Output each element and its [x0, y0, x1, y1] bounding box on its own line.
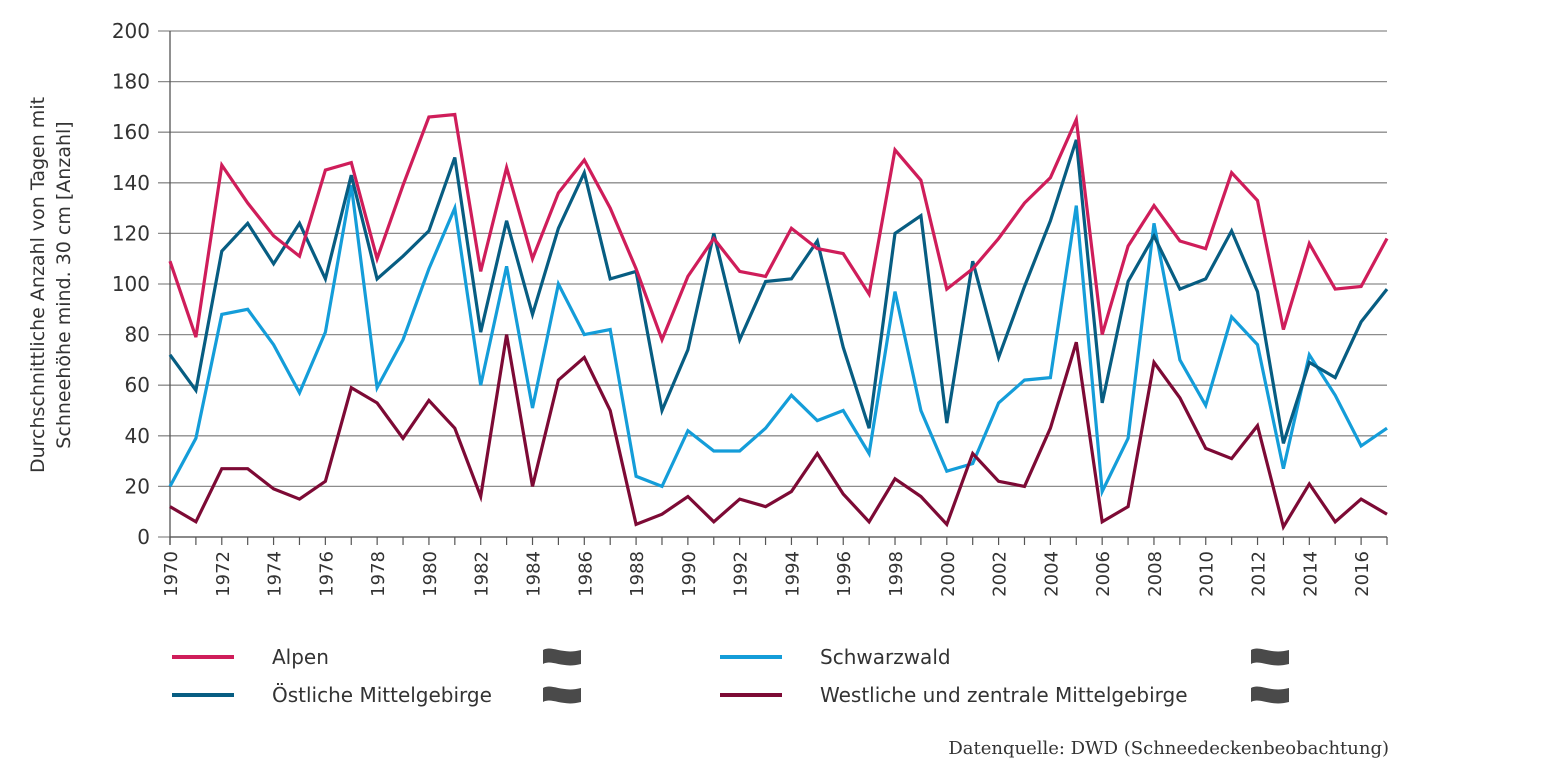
trend-none-icon — [1251, 648, 1289, 666]
x-tick-label: 1986 — [575, 551, 596, 597]
series-lines — [168, 112, 1389, 532]
legend-swatch — [172, 693, 234, 697]
y-tick-label: 20 — [125, 474, 150, 498]
x-tick-label: 1982 — [472, 551, 493, 597]
y-tick-label: 120 — [112, 221, 150, 245]
x-axis: 1970 1972 1974 1976 1978 1980 1982 1984 1986 1988… — [161, 536, 1388, 597]
gridlines — [158, 30, 1387, 545]
y-tick-label: 0 — [137, 525, 150, 549]
legend-label: Östliche Mittelgebirge — [272, 683, 492, 707]
series-line-oestliche-mittelgebirge — [168, 139, 1389, 444]
series-line-schwarzwald — [168, 185, 1388, 498]
x-tick-label: 2004 — [1041, 551, 1062, 597]
x-tick-label: 2002 — [990, 551, 1011, 597]
x-tick-label: 1988 — [627, 551, 648, 597]
trend-none-icon — [543, 648, 581, 666]
y-tick-label: 180 — [112, 70, 150, 94]
y-axis-ticks: 0 20 40 60 80 100 120 140 160 180 200 — [112, 19, 150, 549]
y-tick-label: 40 — [125, 424, 150, 448]
legend-label: Alpen — [272, 645, 329, 669]
y-tick-label: 200 — [112, 19, 150, 43]
x-tick-label: 2014 — [1300, 551, 1321, 597]
y-tick-label: 160 — [112, 120, 150, 144]
x-tick-label: 1976 — [316, 551, 337, 597]
series-line-westliche-und-zentrale-mittelgebirge — [169, 334, 1388, 532]
y-axis-label: Durchschnittliche Anzahl von Tagen mit S… — [27, 97, 75, 473]
trend-none-icon — [543, 686, 581, 704]
legend-label: Schwarzwald — [820, 645, 951, 669]
legend-item-schwarzwald: Schwarzwald — [720, 640, 951, 674]
y-tick-label: 80 — [125, 323, 150, 347]
legend-item-westliche-und-zentrale-mittelgebirge: Westliche und zentrale Mittelgebirge — [720, 678, 1188, 712]
x-tick-label: 2016 — [1352, 551, 1373, 597]
legend-swatch — [720, 655, 782, 659]
x-tick-label: 1998 — [886, 551, 907, 597]
x-tick-label: 1990 — [679, 551, 700, 597]
x-tick-label: 1980 — [420, 551, 441, 597]
y-tick-label: 100 — [112, 272, 150, 296]
x-tick-label: 1994 — [782, 551, 803, 597]
x-tick-label: 1970 — [161, 551, 182, 597]
series-line-alpen — [168, 112, 1389, 345]
trend-none-icon — [1251, 686, 1289, 704]
line-chart: Durchschnittliche Anzahl von Tagen mit S… — [27, 19, 1389, 597]
y-tick-label: 140 — [112, 171, 150, 195]
y-axis-label-line-2: Schneehöhe mind. 30 cm [Anzahl] — [53, 121, 75, 448]
x-tick-label: 2012 — [1249, 551, 1270, 597]
legend-label: Westliche und zentrale Mittelgebirge — [820, 683, 1188, 707]
x-tick-label: 1972 — [213, 551, 234, 597]
x-tick-label: 1984 — [524, 551, 545, 597]
x-tick-label: 1978 — [368, 551, 389, 597]
x-tick-label: 1974 — [265, 551, 286, 597]
x-tick-label: 1996 — [834, 551, 855, 597]
x-tick-label: 2008 — [1145, 551, 1166, 597]
x-tick-label: 1992 — [731, 551, 752, 597]
legend-item-oestliche-mittelgebirge: Östliche Mittelgebirge — [172, 678, 492, 712]
x-tick-label: 2010 — [1197, 551, 1218, 597]
legend: Alpen Schwarzwald Östliche Mittelgebirge We… — [172, 640, 1302, 720]
legend-swatch — [172, 655, 234, 659]
x-tick-label: 2000 — [938, 551, 959, 597]
data-source-note: Datenquelle: DWD (Schneedeckenbeobachtun… — [948, 738, 1389, 759]
legend-item-alpen: Alpen — [172, 640, 329, 674]
x-tick-label: 2006 — [1093, 551, 1114, 597]
y-axis-label-line-1: Durchschnittliche Anzahl von Tagen mit — [27, 97, 49, 473]
legend-swatch — [720, 693, 782, 697]
y-tick-label: 60 — [125, 373, 150, 397]
